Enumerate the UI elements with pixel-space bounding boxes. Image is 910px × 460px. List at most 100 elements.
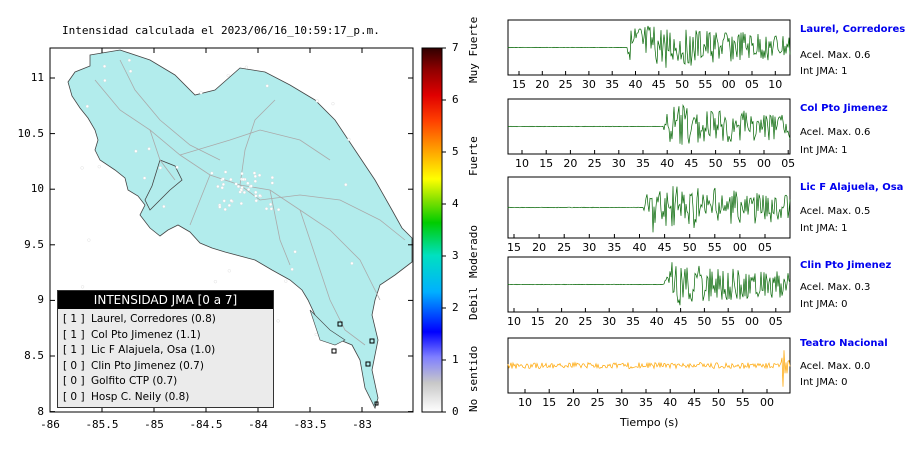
time-tick-label: 25 [578,315,593,328]
city-dot [103,78,107,83]
time-tick-label: 45 [684,157,699,170]
station-name: Teatro Nacional [800,338,888,349]
city-dot [199,91,203,95]
city-dot [253,179,257,183]
station-acel: Acel. Max. 0.6 [800,50,871,61]
map-y-tick-label: 9.5 [24,237,44,251]
station-marker [337,321,343,327]
time-tick-label: 30 [602,315,617,328]
city-dot [331,102,335,106]
time-tick-label: 50 [682,241,697,254]
city-dot [102,64,107,68]
intensity-colorbar [421,47,443,413]
cb-cat-moderado: Moderado [467,225,480,278]
city-dot [97,165,101,169]
map-y-tick-label: 10 [30,182,44,196]
city-dot [236,184,240,189]
cb-cat-debil: Debil [467,286,480,320]
map-y-tick-label: 10.5 [17,126,45,140]
time-tick-label: 05 [768,315,783,328]
station-int: Int JMA: 0 [800,299,848,310]
map-x-tick-label: -83.5 [293,418,327,431]
time-tick-label: 00 [760,396,774,409]
time-tick-label: 40 [660,157,675,170]
city-dot [314,332,318,336]
road-network [94,59,406,346]
station-name: Laurel, Corredores [800,24,906,35]
colorbar-ticks [442,47,446,413]
legend-row: [ 1 ] Col Pto Jimenez (1.1) [58,328,273,344]
station-int: Int JMA: 0 [800,377,848,388]
time-tick-label: 30 [611,157,626,170]
time-tick-label: 10 [515,157,529,170]
time-tick-label: 40 [649,315,664,328]
time-tick-label: 25 [590,396,605,409]
time-tick-label: 45 [651,78,666,91]
city-dot [239,201,243,206]
time-tick-label: 15 [539,157,554,170]
map-y-tick-label: 11 [30,71,44,84]
city-dot [221,177,225,181]
city-dot [162,204,166,209]
city-dot [293,250,297,254]
city-dot [242,190,246,194]
waveform [507,262,791,306]
legend-row: [ 1 ] Lic F Alajuela, Osa (1.0) [58,343,273,359]
panel-frame [507,337,791,394]
map-y-tick-label: 9 [37,293,44,307]
city-dot [87,238,91,242]
city-markers [80,58,354,359]
city-dot [85,104,89,108]
cb-tick-label: 4 [452,197,459,210]
seismogram-panel [507,19,791,76]
time-tick-label: 55 [721,315,736,328]
waveform [507,104,791,145]
city-dot [227,269,231,273]
time-tick-label: 15 [530,315,545,328]
map-x-tick-label: -84 [248,418,268,431]
seismogram-panel [507,256,791,313]
city-dot [254,194,258,198]
time-tick-label: 20 [566,396,581,409]
station-acel: Acel. Max. 0.0 [800,361,871,372]
city-dot [147,147,151,151]
city-dot [234,182,238,186]
legend-level: [ 0 ] [63,390,85,403]
time-tick-label: 10 [518,396,532,409]
time-tick-label: 05 [781,157,796,170]
time-tick-label: 50 [711,396,726,409]
time-tick-label: 00 [757,157,771,170]
legend-title: INTENSIDAD JMA [0 a 7] [58,291,273,309]
legend-level: [ 1 ] [63,328,85,341]
time-tick-label: 40 [628,78,643,91]
time-tick-label: 50 [708,157,723,170]
time-tick-label: 20 [554,315,569,328]
city-dot [210,171,214,175]
time-tick-label: 45 [673,315,688,328]
time-tick-label: 20 [563,157,578,170]
waveform [507,350,791,387]
city-dot [247,187,251,192]
map-x-tick-label: -83 [352,418,372,431]
time-tick-label: 40 [663,396,678,409]
city-dot [229,177,233,182]
map-y-tick-label: 8 [37,404,44,418]
time-tick-label: 15 [542,396,557,409]
time-tick-label: 10 [507,315,521,328]
city-dot [270,181,274,185]
city-dot [80,166,84,170]
city-dot [229,199,233,203]
map-x-tick-label: -84.5 [189,418,223,431]
time-tick-label: 35 [636,157,650,170]
time-tick-label: 35 [639,396,653,409]
station-acel: Acel. Max. 0.5 [800,206,871,217]
city-dot [290,267,294,271]
station-int: Int JMA: 1 [800,145,848,156]
map-x-tick-label: -85.5 [85,418,119,431]
map-title: Intensidad calculada el 2023/06/16_10:59… [62,24,380,37]
legend-row: [ 1 ] Laurel, Corredores (0.8) [58,312,273,328]
cb-cat-muy-fuerte: Muy Fuerte [467,16,480,83]
city-dot [269,202,273,206]
station-marker [331,348,337,354]
